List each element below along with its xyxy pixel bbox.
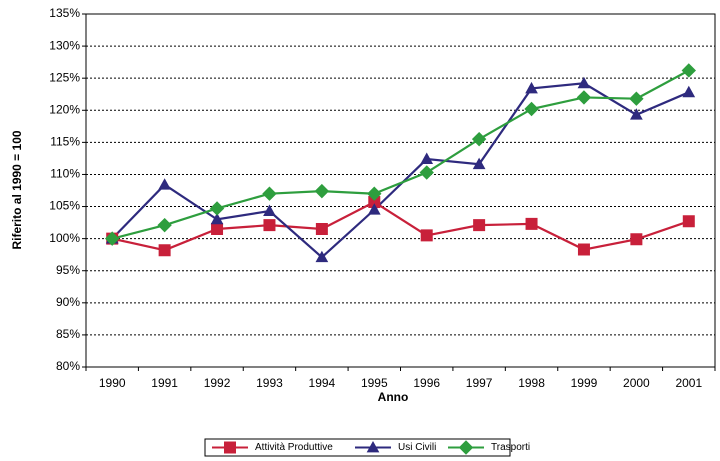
marker [629, 91, 644, 106]
marker [682, 215, 695, 228]
marker [209, 201, 225, 216]
x-tick-label: 1998 [518, 376, 545, 390]
marker [210, 212, 224, 225]
marker [263, 204, 276, 216]
marker [576, 90, 592, 105]
y-tick-label: 110% [50, 167, 80, 181]
marker [420, 152, 434, 164]
marker [472, 157, 486, 170]
marker [420, 229, 433, 242]
plot-border [85, 13, 716, 368]
marker [682, 85, 696, 98]
marker [419, 165, 434, 180]
series-line [111, 69, 690, 240]
x-tick-label: 1996 [413, 376, 440, 390]
marker [211, 223, 224, 236]
y-tick-label: 115% [50, 135, 80, 149]
y-tick-label: 130% [49, 38, 80, 52]
x-tick-label: 1990 [99, 376, 126, 390]
marker [471, 131, 487, 147]
legend-label: Usi Civili [398, 442, 436, 453]
marker [158, 178, 171, 190]
marker [366, 440, 380, 453]
y-tick-label: 100% [49, 231, 80, 245]
marker [577, 243, 590, 256]
marker [157, 217, 172, 233]
marker [473, 219, 486, 232]
y-tick-label: 85% [56, 327, 80, 341]
y-tick-label: 125% [49, 70, 80, 84]
x-tick-label: 1994 [309, 376, 336, 390]
marker [367, 186, 382, 201]
x-tick-label: 2000 [623, 376, 650, 390]
marker [315, 223, 328, 236]
marker [630, 233, 643, 246]
legend-label: Attività Produttive [255, 442, 333, 453]
marker [630, 108, 643, 120]
y-tick-label: 95% [56, 263, 80, 277]
x-tick-label: 1993 [256, 376, 283, 390]
marker [525, 217, 538, 230]
marker [262, 186, 277, 201]
x-tick-label: 2001 [675, 376, 702, 390]
series-line [111, 82, 690, 259]
legend-label: Trasporti [491, 442, 530, 453]
x-tick-label: 1999 [571, 376, 598, 390]
y-tick-label: 120% [49, 102, 80, 116]
marker [315, 250, 329, 263]
y-tick-label: 80% [56, 359, 80, 373]
marker [224, 441, 236, 454]
marker [577, 76, 591, 89]
marker [525, 81, 538, 94]
x-tick-label: 1992 [204, 376, 231, 390]
marker [105, 231, 120, 246]
x-tick-label: 1997 [466, 376, 493, 390]
marker [458, 440, 474, 455]
series-line [111, 200, 690, 252]
marker [524, 101, 539, 117]
marker [158, 244, 171, 257]
marker [367, 203, 381, 215]
marker [681, 63, 696, 78]
marker [314, 183, 330, 199]
x-tick-label: 1995 [361, 376, 388, 390]
y-tick-label: 90% [56, 295, 80, 309]
y-tick-label: 135% [49, 6, 80, 20]
x-tick-label: 1991 [151, 376, 178, 390]
y-axis-title: Riferito al 1990 = 100 [10, 130, 24, 249]
legend: Attività Produttive Usi Civili Trasporti [204, 438, 530, 457]
x-axis-title: Anno [378, 390, 409, 404]
y-tick-label: 105% [49, 199, 80, 213]
marker [263, 219, 276, 232]
